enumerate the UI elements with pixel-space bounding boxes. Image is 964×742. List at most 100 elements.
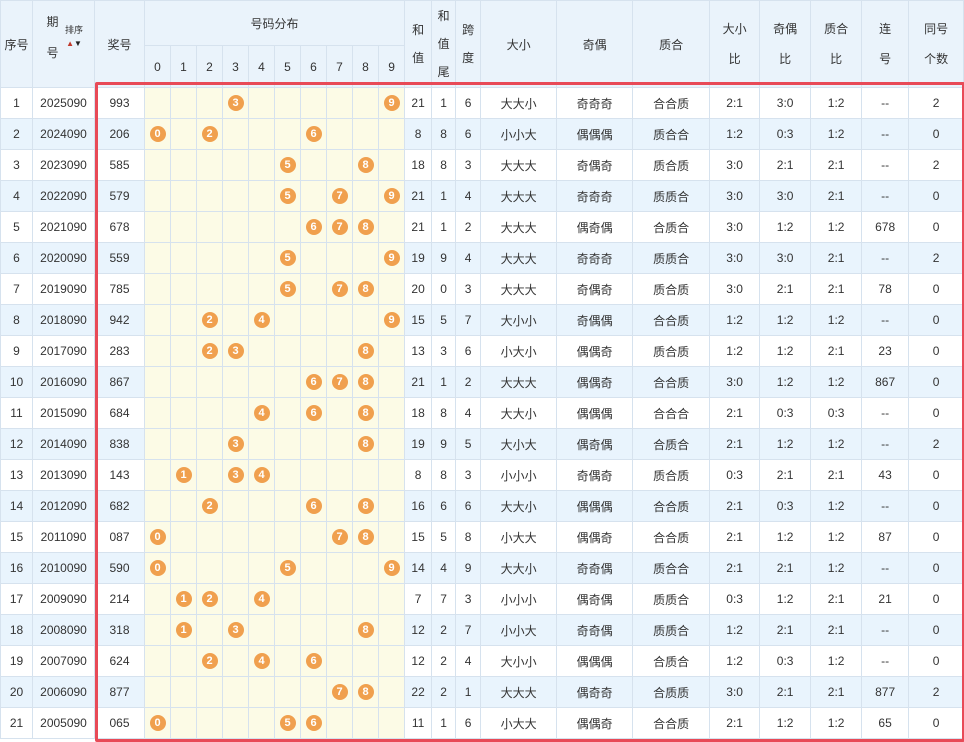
dist-cell-0 [144, 366, 171, 398]
header-big-small: 大小 [480, 0, 558, 88]
cell-seq: 7 [0, 273, 33, 305]
cell-odd-even-ratio: 1:2 [759, 428, 812, 460]
dist-cell-1 [170, 552, 197, 584]
dist-cell-1: 1 [170, 459, 197, 491]
dist-cell-4 [248, 118, 275, 150]
dist-cell-9 [377, 149, 406, 181]
dist-cell-6 [300, 242, 327, 274]
cell-big-small: 大大大 [480, 211, 558, 243]
dist-cell-2: 2 [196, 335, 223, 367]
cell-sum-tail: 1 [431, 707, 457, 739]
cell-period: 2019090 [32, 273, 95, 305]
cell-big-small: 大大大 [480, 242, 558, 274]
dist-cell-2 [196, 459, 223, 491]
dist-cell-9: 9 [377, 552, 406, 584]
digit-ball: 3 [227, 467, 244, 483]
cell-consecutive: 43 [861, 459, 910, 491]
cell-award: 087 [94, 521, 145, 553]
cell-big-small-ratio: 2:1 [709, 397, 761, 429]
dist-cell-1 [170, 149, 197, 181]
cell-consecutive: -- [861, 304, 910, 336]
cell-odd-even: 奇偶奇 [556, 149, 634, 181]
dist-cell-2 [196, 366, 223, 398]
cell-big-small: 小大大 [480, 521, 558, 553]
cell-odd-even-ratio: 1:2 [759, 211, 812, 243]
cell-big-small: 大大大 [480, 180, 558, 212]
dist-cell-4 [248, 490, 275, 522]
cell-seq: 18 [0, 614, 33, 646]
dist-cell-4: 4 [248, 397, 275, 429]
dist-cell-7 [326, 335, 353, 367]
cell-big-small: 大大小 [480, 397, 558, 429]
cell-big-small: 大大小 [480, 490, 558, 522]
cell-span: 6 [455, 87, 482, 119]
dist-cell-1 [170, 211, 197, 243]
cell-big-small: 小大大 [480, 707, 558, 739]
cell-prime-comp-ratio: 2:1 [810, 149, 863, 181]
cell-sum: 22 [404, 676, 433, 708]
dist-cell-1: 1 [170, 614, 197, 646]
sort-control[interactable]: 排序 ▲▼ [63, 25, 85, 49]
cell-award: 579 [94, 180, 145, 212]
cell-period: 2023090 [32, 149, 95, 181]
cell-span: 4 [455, 242, 482, 274]
digit-ball: 6 [305, 498, 322, 514]
digit-ball: 7 [331, 529, 348, 545]
dist-cell-6: 6 [300, 645, 327, 677]
dist-cell-6: 6 [300, 118, 327, 150]
cell-seq: 6 [0, 242, 33, 274]
dist-cell-2 [196, 211, 223, 243]
dist-cell-4 [248, 180, 275, 212]
cell-prime-comp-ratio: 1:2 [810, 118, 863, 150]
cell-prime-comp-ratio: 1:2 [810, 707, 863, 739]
cell-span: 6 [455, 707, 482, 739]
dist-cell-5: 5 [274, 273, 301, 305]
cell-same-count: 0 [908, 211, 964, 243]
dist-cell-3 [222, 645, 249, 677]
header-odd-even-ratio: 奇偶比 [759, 0, 812, 88]
dist-cell-3 [222, 304, 249, 336]
digit-ball: 8 [357, 281, 374, 297]
cell-odd-even: 偶奇偶 [556, 211, 634, 243]
dist-cell-6 [300, 552, 327, 584]
cell-odd-even: 奇偶奇 [556, 273, 634, 305]
digit-ball: 0 [149, 126, 166, 142]
cell-prime-comp-ratio: 1:2 [810, 490, 863, 522]
sort-up-icon: ▲ [66, 39, 74, 48]
cell-same-count: 0 [908, 397, 964, 429]
cell-sum-tail: 2 [431, 645, 457, 677]
dist-cell-8: 8 [352, 397, 379, 429]
cell-big-small-ratio: 2:1 [709, 428, 761, 460]
dist-cell-3: 3 [222, 614, 249, 646]
digit-ball: 1 [175, 622, 192, 638]
digit-ball: 2 [201, 343, 218, 359]
cell-award: 624 [94, 645, 145, 677]
header-digit-4: 4 [248, 45, 275, 88]
cell-sum-tail: 0 [431, 273, 457, 305]
dist-cell-1 [170, 87, 197, 119]
dist-cell-1 [170, 428, 197, 460]
cell-consecutive: 78 [861, 273, 910, 305]
dist-cell-4 [248, 676, 275, 708]
cell-big-small: 小小大 [480, 118, 558, 150]
cell-award: 214 [94, 583, 145, 615]
cell-big-small-ratio: 3:0 [709, 211, 761, 243]
cell-period: 2007090 [32, 645, 95, 677]
cell-prime-comp: 合合合 [632, 397, 711, 429]
table-row: 18 2008090 318 1 3 8 12 2 7 小小大 奇奇偶 质质合 1:2 2:1 2:1 -- 0 [0, 614, 964, 646]
cell-prime-comp-ratio: 1:2 [810, 428, 863, 460]
cell-seq: 15 [0, 521, 33, 553]
table-row: 14 2012090 682 2 6 8 16 6 6 大大小 偶偶偶 合合质 2:1 0:3 1:2 -- 0 [0, 490, 964, 522]
dist-cell-2: 2 [196, 583, 223, 615]
dist-cell-4 [248, 707, 275, 739]
header-digit-2: 2 [196, 45, 223, 88]
cell-big-small: 大大小 [480, 552, 558, 584]
dist-cell-0: 0 [144, 707, 171, 739]
cell-prime-comp-ratio: 0:3 [810, 397, 863, 429]
dist-cell-5 [274, 211, 301, 243]
dist-cell-4 [248, 211, 275, 243]
dist-cell-3: 3 [222, 459, 249, 491]
dist-cell-0 [144, 676, 171, 708]
cell-prime-comp: 质合质 [632, 273, 711, 305]
cell-consecutive: -- [861, 428, 910, 460]
